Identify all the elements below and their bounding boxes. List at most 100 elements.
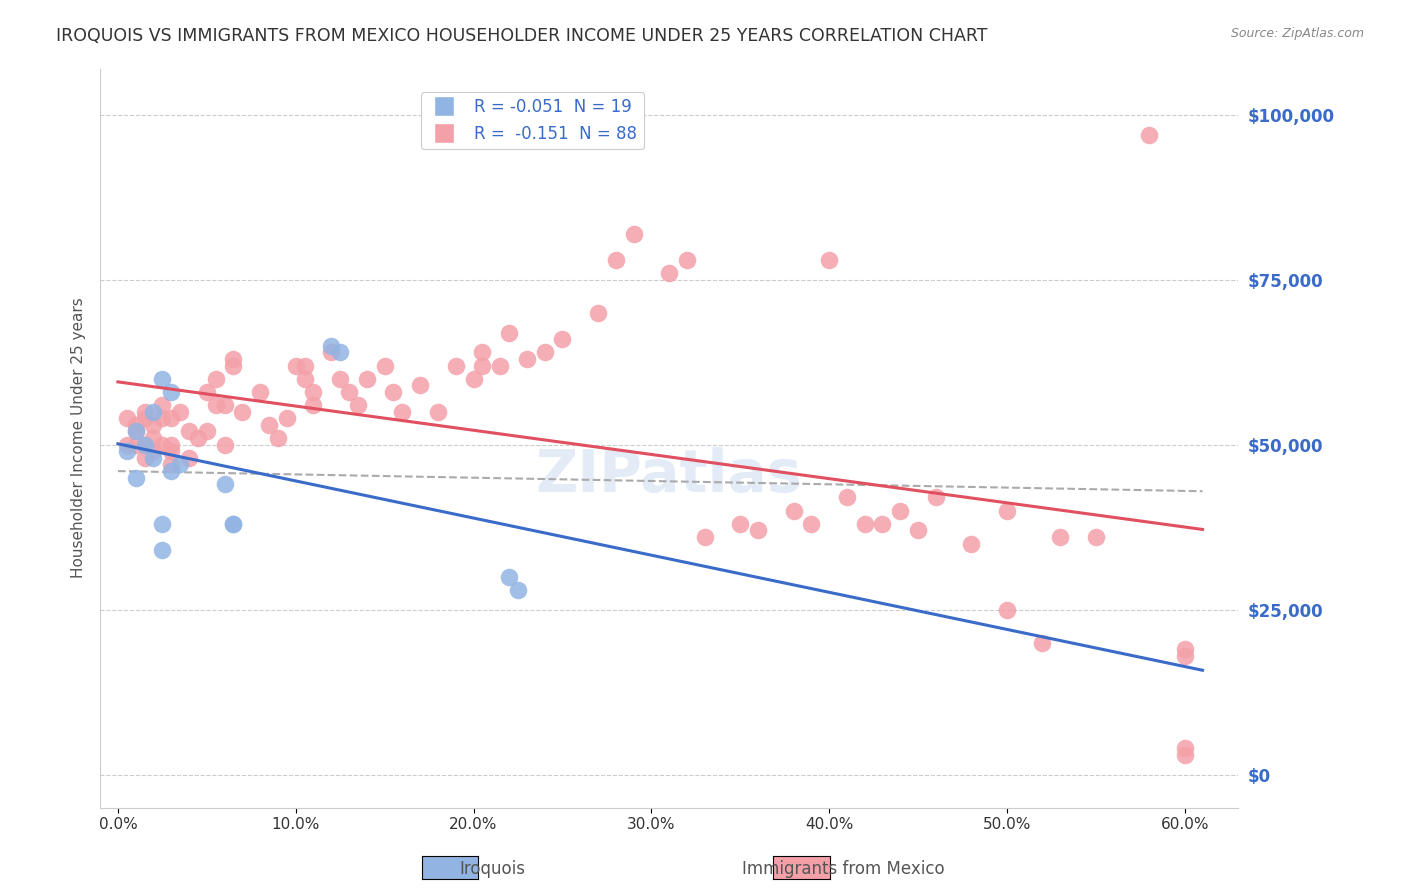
Point — [115, 411, 138, 425]
Point — [693, 530, 716, 544]
Point — [267, 431, 290, 445]
Point — [747, 524, 769, 538]
Point — [142, 417, 165, 432]
Point — [1031, 636, 1053, 650]
Point — [382, 384, 405, 399]
Point — [187, 431, 209, 445]
Point — [169, 405, 191, 419]
Text: Immigrants from Mexico: Immigrants from Mexico — [742, 860, 945, 878]
Point — [818, 252, 841, 267]
Point — [249, 384, 271, 399]
Point — [337, 384, 360, 399]
Point — [160, 464, 183, 478]
Point — [214, 477, 236, 491]
Point — [134, 450, 156, 465]
Point — [222, 359, 245, 373]
Point — [142, 431, 165, 445]
Point — [134, 438, 156, 452]
Point — [782, 504, 804, 518]
Y-axis label: Householder Income Under 25 years: Householder Income Under 25 years — [72, 298, 86, 579]
Point — [115, 444, 138, 458]
Point — [1174, 741, 1197, 756]
Point — [204, 398, 226, 412]
Point — [506, 582, 529, 597]
Point — [125, 425, 148, 439]
Point — [142, 444, 165, 458]
Point — [150, 372, 173, 386]
Point — [321, 339, 343, 353]
Legend: R = -0.051  N = 19, R =  -0.151  N = 88: R = -0.051 N = 19, R = -0.151 N = 88 — [420, 92, 644, 149]
Point — [276, 411, 298, 425]
Point — [160, 444, 183, 458]
Point — [1049, 530, 1071, 544]
Point — [125, 417, 148, 432]
Point — [214, 398, 236, 412]
Text: ZIPatlas: ZIPatlas — [536, 447, 803, 504]
Point — [1084, 530, 1107, 544]
Point — [498, 570, 520, 584]
Point — [391, 405, 413, 419]
Point — [115, 438, 138, 452]
Point — [134, 438, 156, 452]
Point — [222, 516, 245, 531]
Point — [356, 372, 378, 386]
Point — [195, 425, 218, 439]
Text: IROQUOIS VS IMMIGRANTS FROM MEXICO HOUSEHOLDER INCOME UNDER 25 YEARS CORRELATION: IROQUOIS VS IMMIGRANTS FROM MEXICO HOUSE… — [56, 27, 988, 45]
Point — [889, 504, 911, 518]
Point — [195, 384, 218, 399]
Point — [160, 438, 183, 452]
Point — [444, 359, 467, 373]
Point — [1174, 648, 1197, 663]
Point — [160, 384, 183, 399]
Point — [302, 384, 325, 399]
Point — [160, 411, 183, 425]
Point — [516, 351, 538, 366]
Point — [605, 252, 627, 267]
Point — [160, 458, 183, 472]
Point — [302, 398, 325, 412]
Point — [204, 372, 226, 386]
Point — [1174, 642, 1197, 657]
Point — [329, 372, 352, 386]
Point — [294, 372, 316, 386]
Point — [150, 543, 173, 558]
Point — [586, 306, 609, 320]
Point — [872, 516, 894, 531]
Text: Source: ZipAtlas.com: Source: ZipAtlas.com — [1230, 27, 1364, 40]
Point — [533, 345, 555, 359]
Point — [800, 516, 823, 531]
Point — [125, 471, 148, 485]
Point — [374, 359, 396, 373]
Point — [347, 398, 370, 412]
Point — [471, 359, 494, 373]
Point — [125, 438, 148, 452]
Point — [463, 372, 485, 386]
Point — [222, 351, 245, 366]
Point — [1174, 747, 1197, 762]
Point — [995, 504, 1018, 518]
Point — [551, 332, 574, 346]
Point — [426, 405, 449, 419]
Point — [134, 405, 156, 419]
Point — [489, 359, 512, 373]
Point — [125, 425, 148, 439]
Point — [321, 345, 343, 359]
Point — [728, 516, 751, 531]
Point — [676, 252, 699, 267]
Point — [853, 516, 876, 531]
Point — [177, 425, 200, 439]
Point — [409, 378, 432, 392]
Point — [995, 603, 1018, 617]
Point — [150, 398, 173, 412]
Point — [1137, 128, 1160, 142]
Point — [169, 458, 191, 472]
Text: Iroquois: Iroquois — [460, 860, 524, 878]
Point — [623, 227, 645, 241]
Point — [257, 417, 280, 432]
Point — [214, 438, 236, 452]
Point — [471, 345, 494, 359]
Point — [907, 524, 929, 538]
Point — [142, 450, 165, 465]
Point — [658, 266, 681, 280]
Point — [925, 491, 948, 505]
